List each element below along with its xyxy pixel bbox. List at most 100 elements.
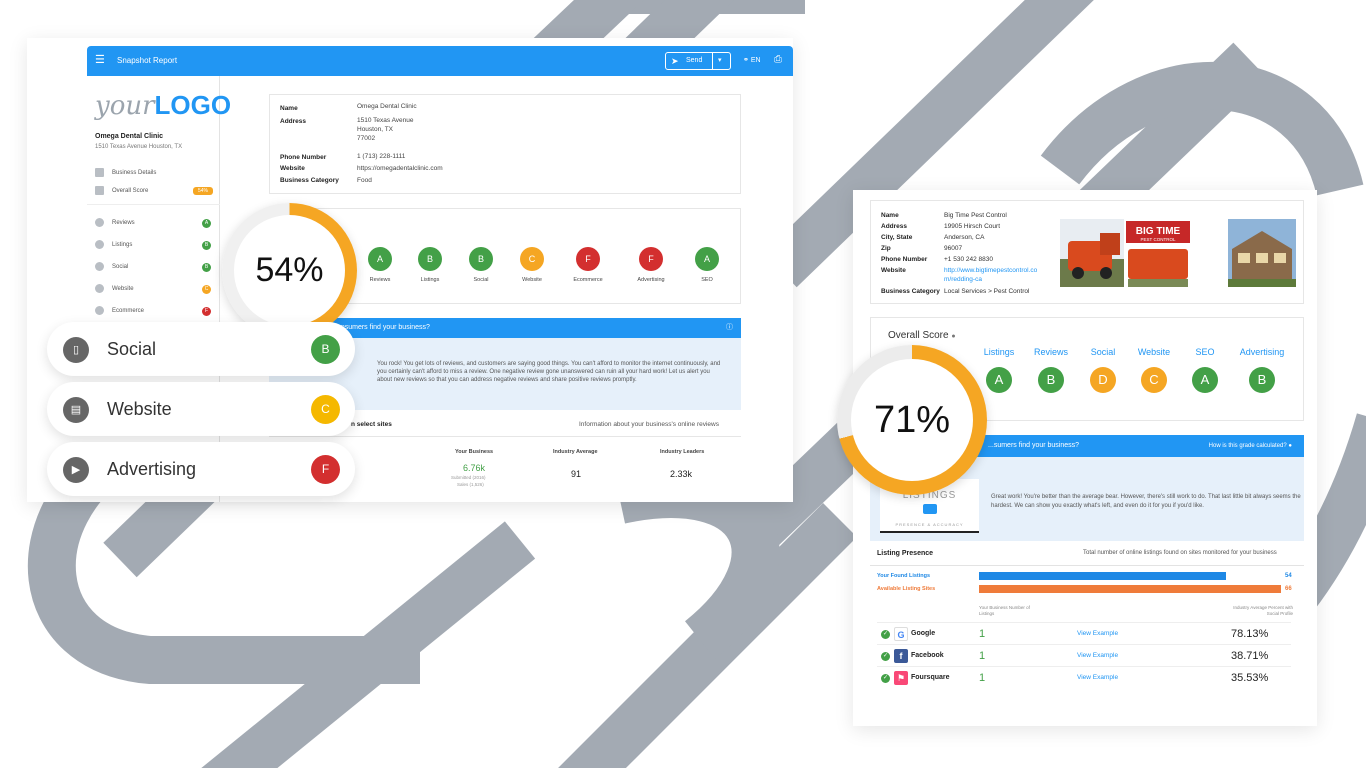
grade-calculation-link[interactable]: How is this grade calculated? ● bbox=[1208, 443, 1292, 449]
grade-badge: B bbox=[202, 241, 211, 250]
check-icon: ✓ bbox=[881, 652, 890, 661]
grade-reviews[interactable]: B bbox=[1038, 367, 1064, 393]
chevron-down-icon[interactable]: ▾ bbox=[718, 57, 722, 64]
column-header: Industry Average Percent with Social Pro… bbox=[1233, 605, 1293, 616]
grade-badge: F bbox=[311, 455, 340, 484]
website-link[interactable]: http://www.bigtimepestcontrol.co bbox=[944, 267, 1038, 274]
grade-label: Reviews bbox=[1033, 347, 1068, 357]
send-button[interactable]: ➤ Send ▾ bbox=[665, 52, 731, 70]
grade-badge: C bbox=[311, 395, 340, 424]
table-cell: 2.33k bbox=[670, 469, 693, 479]
grade-label: Social bbox=[473, 277, 489, 283]
grade-website[interactable]: C bbox=[1141, 367, 1167, 393]
score-ring-71: 71% bbox=[837, 345, 987, 495]
table-row: ✓ ⚑ Foursquare 1 View Example 35.53% bbox=[877, 666, 1291, 688]
business-address: 1510 Texas Avenue Houston, TX bbox=[95, 144, 183, 150]
score-value: 71% bbox=[851, 359, 973, 481]
grade-label: Website bbox=[522, 277, 542, 283]
chip-label: Website bbox=[107, 399, 172, 419]
industry-average: 78.13% bbox=[1231, 628, 1269, 640]
sidebar-item-ecommerce[interactable]: Ecommerce F bbox=[95, 305, 213, 317]
chat-icon bbox=[95, 261, 104, 271]
sidebar-item-business-details[interactable]: Business Details bbox=[95, 167, 213, 179]
play-icon bbox=[922, 504, 937, 515]
grade-seo[interactable]: A bbox=[695, 247, 719, 271]
table-cell: 91 bbox=[571, 469, 582, 479]
grade-label: Reviews bbox=[369, 277, 391, 283]
grades-card: A Reviews B Listings B Social C Website … bbox=[269, 208, 741, 304]
grade-listings[interactable]: B bbox=[418, 247, 442, 271]
website-icon bbox=[95, 283, 104, 293]
section-subtitle: Information about your business's online… bbox=[579, 421, 719, 428]
print-icon[interactable]: ⎙ bbox=[774, 54, 782, 65]
bar-label: Available Listing Sites bbox=[877, 586, 936, 592]
chip-social[interactable]: ▯ Social B bbox=[47, 322, 355, 376]
sidebar-item-overall-score[interactable]: Overall Score 54% bbox=[95, 185, 213, 197]
menu-icon[interactable]: ☰ bbox=[95, 54, 105, 66]
website-icon: ▤ bbox=[63, 397, 89, 423]
listing-count: 1 bbox=[979, 628, 986, 640]
site-name: Google bbox=[911, 630, 936, 637]
business-photo[interactable]: BIG TIME PEST CONTROL bbox=[1124, 219, 1192, 287]
sidebar: yourLOGO Omega Dental Clinic 1510 Texas … bbox=[87, 76, 231, 502]
section-title: n select sites bbox=[351, 421, 392, 428]
grade-social[interactable]: D bbox=[1090, 367, 1116, 393]
view-example-link[interactable]: View Example bbox=[1077, 630, 1119, 637]
bar-chart-icon bbox=[95, 185, 104, 195]
grade-social[interactable]: B bbox=[469, 247, 493, 271]
sidebar-item-reviews[interactable]: Reviews A bbox=[95, 217, 213, 229]
industry-average: 35.53% bbox=[1231, 672, 1269, 684]
check-icon: ✓ bbox=[881, 674, 890, 683]
grade-ecommerce[interactable]: F bbox=[576, 247, 600, 271]
bar-value: 66 bbox=[1285, 586, 1292, 592]
photo-logo-text: BIG TIME bbox=[1136, 226, 1181, 237]
app-title: Snapshot Report bbox=[117, 56, 178, 65]
website-link[interactable]: m/redding-ca bbox=[944, 276, 982, 283]
chip-advertising[interactable]: ▶ Advertising F bbox=[47, 442, 355, 496]
grade-badge: B bbox=[202, 263, 211, 272]
check-icon: ✓ bbox=[881, 630, 890, 639]
grade-advertising[interactable]: F bbox=[639, 247, 663, 271]
view-example-link[interactable]: View Example bbox=[1077, 652, 1119, 659]
grade-listings[interactable]: A bbox=[986, 367, 1012, 393]
chip-website[interactable]: ▤ Website C bbox=[47, 382, 355, 436]
listing-presence-subtitle: Total number of online listings found on… bbox=[1083, 550, 1277, 556]
table-cell-sub: Submitted (2016) bbox=[451, 475, 486, 480]
business-photo[interactable] bbox=[1228, 219, 1296, 287]
snapshot-report-window: ☰ Snapshot Report ➤ Send ▾ ⚭ EN ⎙ yourLO… bbox=[27, 38, 793, 502]
grade-reviews[interactable]: A bbox=[368, 247, 392, 271]
business-photo[interactable] bbox=[1060, 219, 1128, 287]
grade-website[interactable]: C bbox=[520, 247, 544, 271]
score-pill: 54% bbox=[193, 187, 213, 195]
company-logo: yourLOGO bbox=[95, 90, 232, 121]
view-example-link[interactable]: View Example bbox=[1077, 674, 1119, 681]
help-icon[interactable]: ⓘ bbox=[726, 324, 733, 331]
chip-label: Social bbox=[107, 339, 157, 359]
globe-icon: ⚭ bbox=[743, 57, 749, 64]
column-header: Your Business Number of Listings bbox=[979, 605, 1030, 616]
grade-label: Advertising bbox=[637, 277, 665, 283]
table-cell-sub: Sales (1,526) bbox=[457, 482, 484, 487]
score-ring-54: 54% bbox=[222, 203, 357, 338]
sidebar-item-website[interactable]: Website C bbox=[95, 283, 213, 295]
grade-badge: A bbox=[202, 219, 211, 228]
table-row: ✓ f Facebook 1 View Example 38.71% bbox=[877, 644, 1291, 666]
send-icon: ➤ bbox=[671, 56, 679, 66]
info-icon: ● bbox=[1288, 443, 1292, 449]
grade-label: SEO bbox=[701, 277, 713, 283]
sidebar-item-listings[interactable]: Listings B bbox=[95, 239, 213, 251]
grade-label: Ecommerce bbox=[573, 277, 603, 283]
info-icon[interactable]: ● bbox=[951, 333, 956, 340]
language-label: EN bbox=[750, 57, 761, 64]
grade-label: Listings bbox=[420, 277, 440, 283]
language-button[interactable]: ⚭ EN bbox=[743, 56, 761, 64]
overall-score-card: Overall Score ● Listings A Reviews B Soc… bbox=[870, 317, 1304, 421]
grade-seo[interactable]: A bbox=[1192, 367, 1218, 393]
grade-badge: B bbox=[311, 335, 340, 364]
table-header: Your Business bbox=[455, 449, 494, 455]
sidebar-item-social[interactable]: Social B bbox=[95, 261, 213, 273]
grade-badge: F bbox=[202, 307, 211, 316]
grade-label: Listings bbox=[983, 347, 1015, 357]
grade-advertising[interactable]: B bbox=[1249, 367, 1275, 393]
business-info-card: Name Big Time Pest Control Address 19905 H… bbox=[870, 200, 1304, 304]
